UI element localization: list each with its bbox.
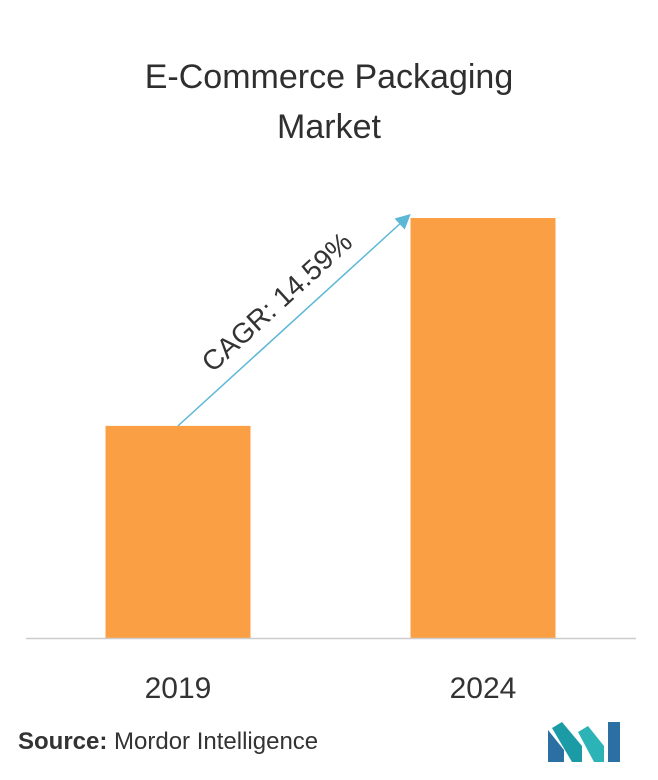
cagr-label: CAGR: 14.59% <box>196 226 358 378</box>
x-tick-label-2024: 2024 <box>450 672 517 705</box>
bar-2019 <box>105 425 251 638</box>
bar-2024 <box>410 218 556 638</box>
source-note: Source: Mordor Intelligence <box>18 728 318 756</box>
chart-title: E-Commerce Packaging Market <box>0 52 658 152</box>
x-tick-label-2019: 2019 <box>145 672 212 705</box>
source-label: Source: <box>18 728 108 755</box>
chart-title-line2: Market <box>277 108 381 146</box>
mordor-intelligence-logo-icon <box>548 722 620 762</box>
source-text: Mordor Intelligence <box>107 728 319 755</box>
chart-title-line1: E-Commerce Packaging <box>144 58 514 96</box>
cagr-arrow <box>177 213 411 427</box>
